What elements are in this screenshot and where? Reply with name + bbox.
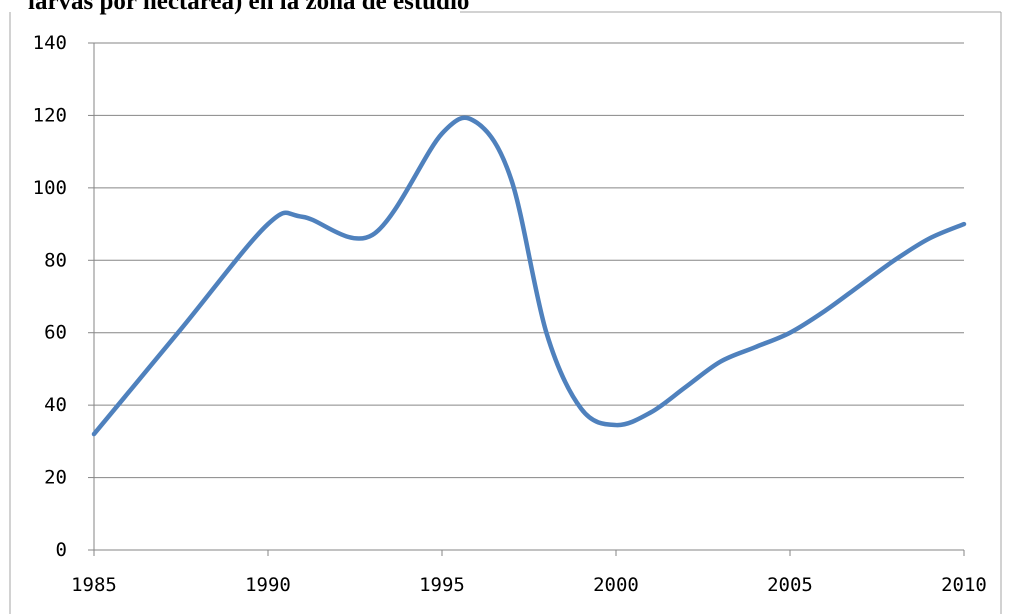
x-tick-label: 2000 bbox=[593, 574, 639, 596]
y-tick-label: 140 bbox=[33, 32, 67, 54]
y-tick-label: 40 bbox=[44, 394, 67, 416]
series-layer bbox=[94, 118, 964, 434]
y-tick-label: 60 bbox=[44, 322, 67, 344]
series-line-0 bbox=[94, 118, 964, 434]
x-tick-labels: 1985 1990 1995 2000 2005 2010 bbox=[71, 574, 987, 596]
y-tick-label: 120 bbox=[33, 104, 67, 126]
y-tick-label: 100 bbox=[33, 177, 67, 199]
x-tick-label: 1990 bbox=[245, 574, 291, 596]
x-tick-label: 2005 bbox=[767, 574, 813, 596]
y-tick-label: 80 bbox=[44, 249, 67, 271]
x-tick-label: 1995 bbox=[419, 574, 465, 596]
y-tick-label: 20 bbox=[44, 467, 67, 489]
axes bbox=[88, 43, 964, 556]
y-tick-label: 0 bbox=[56, 539, 67, 561]
x-tick-label: 1985 bbox=[71, 574, 117, 596]
x-tick-label: 2010 bbox=[941, 574, 987, 596]
y-tick-labels: 0 20 40 60 80 100 120 140 bbox=[33, 32, 67, 561]
